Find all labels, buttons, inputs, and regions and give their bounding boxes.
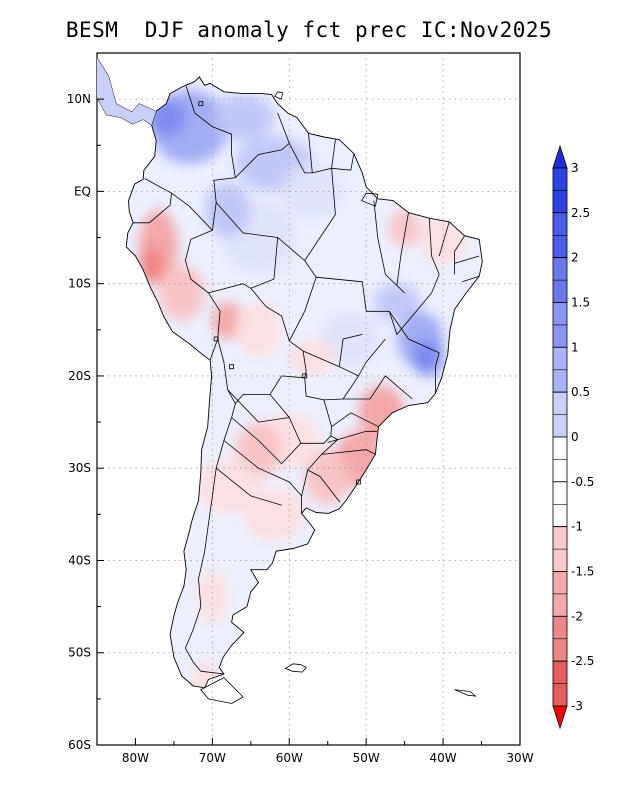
border-line	[428, 218, 440, 294]
border-line	[288, 277, 317, 342]
anomaly-patch	[320, 311, 382, 367]
border-line	[343, 375, 413, 400]
coastline	[125, 76, 483, 689]
anomaly-patch	[212, 94, 274, 141]
border-line	[223, 440, 302, 497]
anomaly-patch	[243, 486, 305, 542]
map-plot-area	[96, 53, 520, 745]
y-tick-label: 10S	[68, 277, 91, 291]
anomaly-patch	[412, 339, 444, 376]
anomaly-patch	[189, 661, 221, 688]
border-line	[184, 338, 236, 675]
island-outline	[284, 663, 307, 673]
border-line	[462, 275, 480, 283]
x-tick-label: 50W	[353, 751, 380, 765]
lake-outline	[229, 364, 235, 370]
colorbar-underflow-triangle	[552, 705, 568, 730]
border-line	[215, 202, 432, 336]
lake-outline	[198, 101, 204, 107]
border-line	[307, 435, 341, 503]
country-borders	[133, 86, 480, 675]
anomaly-patch	[196, 459, 259, 515]
border-line	[250, 237, 279, 289]
x-axis: 80W 70W 60W 50W 40W 30W	[96, 738, 534, 765]
border-line	[304, 168, 336, 261]
border-line	[327, 439, 338, 443]
colorbar-label: 2	[571, 251, 579, 265]
border-line	[133, 178, 173, 224]
lake-outline	[302, 373, 308, 379]
map-title: BESM DJF anomaly fct prec IC:Nov2025	[65, 18, 553, 42]
x-tick-label: 80W	[122, 751, 149, 765]
border-line	[227, 389, 290, 423]
y-tick-label: 40S	[68, 553, 91, 567]
border-line	[171, 192, 221, 361]
x-tick-label: 70W	[199, 751, 226, 765]
colorbar-label: 3	[571, 161, 579, 175]
island-outline	[454, 689, 477, 697]
y-tick-label: 20S	[68, 369, 91, 383]
colorbar: 3 2.5 2 1.5 1 0.5 0 -0.5 -1 -1.5 -2 -2.5 -3	[552, 144, 594, 730]
colorbar-label: -1.5	[571, 565, 594, 579]
colorbar-label: -1	[571, 520, 583, 534]
border-line	[331, 412, 379, 428]
lake-outline	[356, 479, 361, 485]
border-line	[321, 449, 376, 455]
border-line	[331, 139, 336, 169]
border-line	[435, 352, 440, 394]
border-line	[185, 86, 236, 231]
colorbar-label: -0.5	[571, 475, 594, 489]
central-america-fill	[97, 57, 157, 125]
border-line	[288, 143, 355, 174]
border-line	[215, 467, 282, 506]
anomaly-patch	[197, 569, 228, 626]
anomaly-patch	[204, 182, 251, 238]
border-line	[338, 334, 363, 367]
island-outline	[274, 91, 283, 100]
colorbar-label: 0	[571, 430, 579, 444]
border-line	[396, 212, 409, 294]
y-tick-label: 60S	[68, 738, 91, 752]
colorbar-label: 1.5	[571, 296, 590, 310]
border-line	[235, 112, 290, 178]
y-tick-label: EQ	[74, 184, 91, 198]
border-line	[373, 200, 398, 286]
anomaly-patch	[289, 339, 336, 376]
x-tick-label: 40W	[430, 751, 457, 765]
colorbar-overflow-triangle	[552, 144, 568, 169]
border-line	[454, 235, 465, 275]
anomaly-patch	[158, 265, 205, 321]
colorbar-label: -3	[571, 699, 583, 713]
border-line	[454, 255, 480, 264]
grid	[97, 53, 520, 745]
island-outline	[361, 192, 379, 207]
colorbar-label: 1	[571, 340, 579, 354]
y-axis: 10N EQ 10S 20S 30S 40S 50S 60S	[67, 52, 104, 752]
island-outline	[200, 677, 244, 704]
border-line	[438, 221, 450, 257]
colorbar-label: -2	[571, 609, 583, 623]
anomaly-patch	[304, 449, 351, 506]
colorbar-label: 0.5	[571, 385, 590, 399]
border-line	[388, 311, 440, 354]
y-tick-label: 50S	[68, 646, 91, 660]
lake-outline	[213, 336, 219, 342]
anomaly-patch	[389, 209, 420, 247]
border-line	[308, 133, 313, 173]
colorbar-label: -2.5	[571, 654, 594, 668]
border-line	[337, 430, 377, 440]
anomaly-patch	[235, 302, 282, 358]
y-tick-label: 10N	[67, 92, 91, 106]
colorbar-label: 2.5	[571, 206, 590, 220]
anomaly-patch	[235, 422, 282, 478]
x-tick-label: 60W	[276, 751, 303, 765]
y-tick-label: 30S	[68, 461, 91, 475]
x-tick-label: 30W	[506, 751, 533, 765]
border-line	[231, 417, 302, 465]
